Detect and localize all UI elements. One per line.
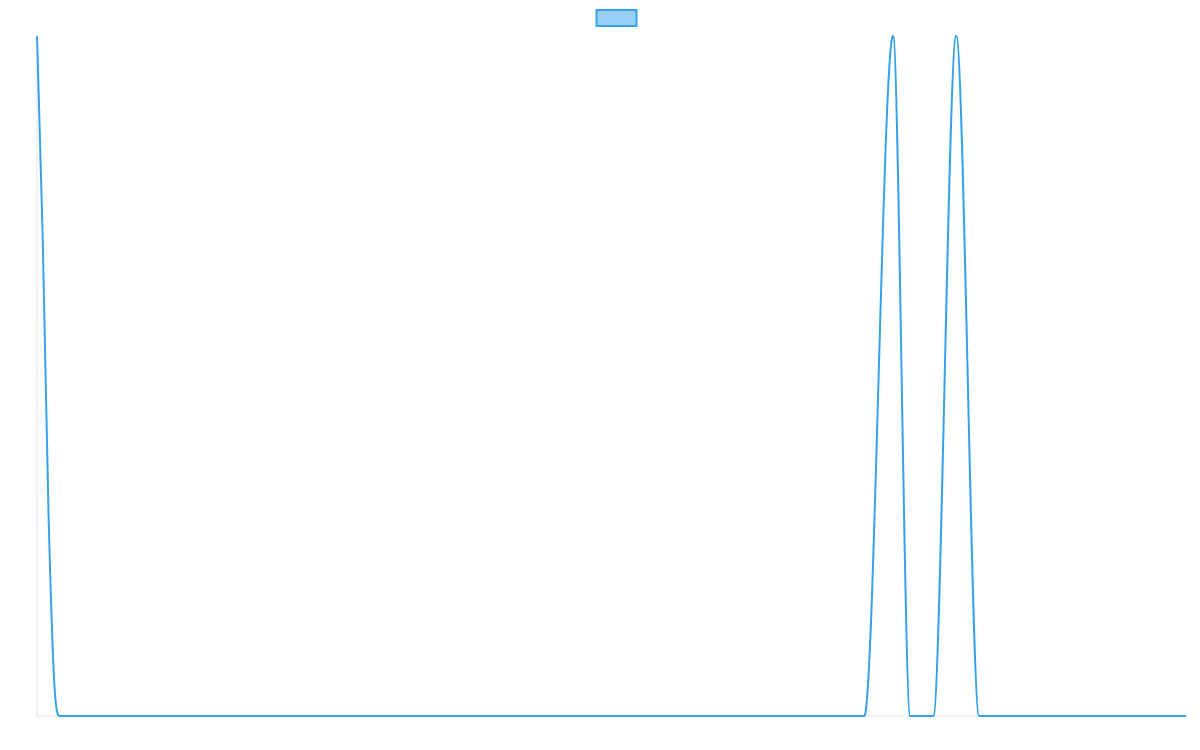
series-line-0 bbox=[36, 35, 1186, 718]
legend-item[interactable] bbox=[595, 9, 638, 27]
series-layer bbox=[36, 35, 1186, 718]
legend[interactable] bbox=[595, 9, 638, 27]
legend-swatch[interactable] bbox=[595, 9, 638, 27]
axes bbox=[36, 36, 1186, 717]
